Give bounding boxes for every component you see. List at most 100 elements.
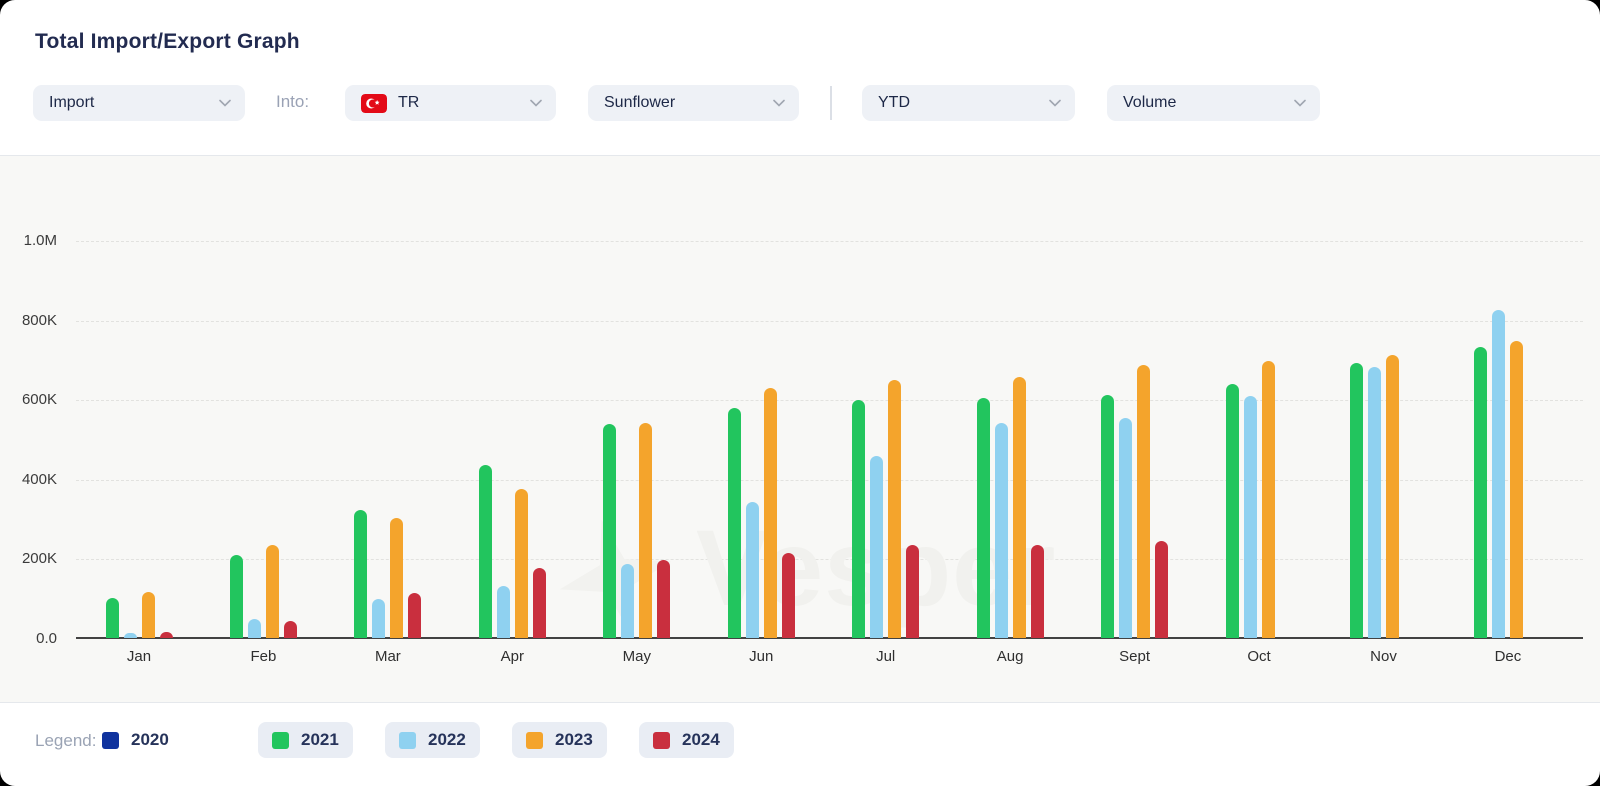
turkey-flag-icon bbox=[361, 93, 387, 113]
country-select[interactable]: TR bbox=[345, 85, 556, 121]
filter-bar: Import Into: TR Sunflower YTD Volume bbox=[0, 85, 1600, 121]
y-axis-tick-label: 600K bbox=[21, 391, 57, 408]
bar-2022-May bbox=[621, 564, 634, 638]
gridline bbox=[76, 479, 1583, 481]
bar-2021-Dec bbox=[1474, 347, 1487, 638]
legend-label: Legend: bbox=[35, 731, 97, 750]
y-axis-tick-label: 800K bbox=[21, 311, 57, 329]
chevron-down-icon bbox=[773, 99, 785, 107]
bar-2021-Nov bbox=[1350, 363, 1363, 638]
y-axis-tick-label: 400K bbox=[21, 470, 57, 488]
bar-2022-Sept bbox=[1119, 418, 1132, 638]
bar-2021-Feb bbox=[230, 555, 243, 638]
bar-2021-Jul bbox=[852, 400, 865, 638]
product-select[interactable]: Sunflower bbox=[588, 85, 799, 121]
bar-2022-Nov bbox=[1368, 367, 1381, 638]
bar-2023-Dec bbox=[1510, 341, 1523, 638]
page-title: Total Import/Export Graph bbox=[35, 30, 300, 53]
y-axis-tick-label: 200K bbox=[21, 550, 57, 567]
bar-2021-Jun bbox=[728, 408, 741, 638]
bar-2024-Jul bbox=[906, 545, 919, 638]
chevron-down-icon bbox=[219, 99, 231, 107]
bar-2023-Mar bbox=[390, 518, 403, 638]
bar-2023-Sept bbox=[1137, 365, 1150, 638]
bar-2023-Jun bbox=[764, 388, 777, 638]
x-axis-label: Aug bbox=[996, 648, 1024, 665]
legend-item-2022[interactable]: 2022 bbox=[385, 722, 480, 758]
bar-2022-Aug bbox=[995, 423, 1008, 638]
bar-2023-Oct bbox=[1262, 361, 1275, 638]
legend-item-2023[interactable]: 2023 bbox=[512, 722, 607, 758]
bar-2022-Jan bbox=[124, 633, 137, 638]
x-axis-label: Apr bbox=[500, 648, 525, 665]
period-select[interactable]: YTD bbox=[862, 85, 1075, 121]
chevron-down-icon bbox=[1294, 99, 1306, 107]
period-value: YTD bbox=[878, 94, 910, 111]
legend-swatch-2023 bbox=[526, 731, 543, 749]
legend-swatch-2024 bbox=[653, 731, 670, 749]
bar-2024-Feb bbox=[284, 621, 297, 638]
legend-year-label: 2020 bbox=[131, 730, 169, 749]
bar-2024-Sept bbox=[1155, 541, 1168, 638]
bar-2024-Jun bbox=[782, 553, 795, 638]
bar-2022-Oct bbox=[1244, 396, 1257, 638]
x-axis-label: Oct bbox=[1247, 648, 1271, 665]
bar-2021-Jan bbox=[106, 598, 119, 638]
legend-item-2024[interactable]: 2024 bbox=[639, 722, 734, 758]
x-axis-label: May bbox=[622, 648, 651, 665]
bar-2022-Apr bbox=[497, 586, 510, 638]
x-axis-line bbox=[76, 637, 1583, 639]
bar-2023-Nov bbox=[1386, 355, 1399, 638]
product-value: Sunflower bbox=[604, 94, 676, 111]
bar-2023-May bbox=[639, 423, 652, 638]
bar-2021-May bbox=[603, 424, 616, 638]
x-axis-label: Jan bbox=[126, 648, 152, 665]
chevron-down-icon bbox=[530, 99, 542, 107]
bar-2022-Mar bbox=[372, 599, 385, 638]
legend-swatch-2021 bbox=[272, 731, 289, 749]
bar-2021-Oct bbox=[1226, 384, 1239, 638]
bar-2022-Dec bbox=[1492, 310, 1505, 638]
bar-2023-Jan bbox=[142, 592, 155, 638]
legend-item-2020[interactable]: 2020 bbox=[102, 722, 169, 758]
legend-year-label: 2023 bbox=[555, 730, 593, 749]
bar-2024-Apr bbox=[533, 568, 546, 638]
legend-swatch-2020 bbox=[102, 731, 119, 749]
bar-2024-Aug bbox=[1031, 545, 1044, 638]
bar-2023-Jul bbox=[888, 380, 901, 638]
chevron-down-icon bbox=[1049, 99, 1061, 107]
x-axis-label: Sept bbox=[1119, 648, 1151, 665]
country-value: TR bbox=[398, 94, 420, 111]
bar-2024-Mar bbox=[408, 593, 421, 638]
y-axis-tick-label: 1.0M bbox=[23, 232, 57, 249]
bar-2023-Feb bbox=[266, 545, 279, 638]
x-axis-label: Nov bbox=[1370, 648, 1397, 665]
chart-panel: Vesper 1.0M 800K 600K 400K 200K 0.0 Jan Feb Mar A… bbox=[0, 155, 1600, 703]
bar-2024-Jan bbox=[160, 632, 173, 638]
bar-2023-Apr bbox=[515, 489, 528, 638]
measure-select[interactable]: Volume bbox=[1107, 85, 1320, 121]
legend-year-label: 2022 bbox=[428, 730, 466, 749]
bar-2022-Feb bbox=[248, 619, 261, 638]
bar-2021-Apr bbox=[479, 465, 492, 638]
legend-swatch-2022 bbox=[399, 731, 416, 749]
legend-year-label: 2024 bbox=[682, 730, 720, 749]
gridline bbox=[76, 320, 1583, 322]
bar-2022-Jun bbox=[746, 502, 759, 638]
gridline bbox=[76, 559, 1583, 560]
bar-2021-Aug bbox=[977, 398, 990, 638]
y-axis-tick-label: 0.0 bbox=[36, 629, 57, 647]
x-axis-label: Jun bbox=[749, 648, 774, 665]
gridline bbox=[76, 241, 1583, 242]
x-axis-label: Mar bbox=[374, 648, 401, 665]
gridline bbox=[76, 400, 1583, 401]
measure-value: Volume bbox=[1123, 94, 1177, 111]
legend-year-label: 2021 bbox=[301, 730, 339, 749]
into-label: Into: bbox=[276, 92, 310, 111]
bar-2021-Mar bbox=[354, 510, 367, 638]
bar-2021-Sept bbox=[1101, 395, 1114, 638]
trade-flow-select[interactable]: Import bbox=[33, 85, 245, 121]
legend-item-2021[interactable]: 2021 bbox=[258, 722, 353, 758]
bar-2023-Aug bbox=[1013, 377, 1026, 638]
